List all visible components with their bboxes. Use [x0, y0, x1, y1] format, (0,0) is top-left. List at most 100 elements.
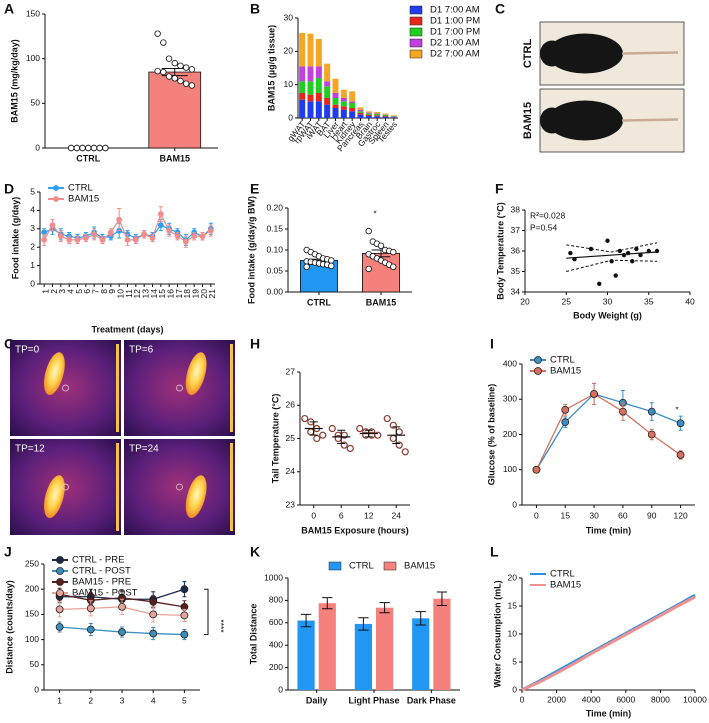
- y-axis-label: Water Consumption (mL): [492, 580, 502, 687]
- image-label: TP=24: [129, 444, 159, 455]
- y-tick-label: 0.20: [266, 202, 283, 212]
- data-point: [154, 67, 161, 75]
- series-line: [535, 393, 681, 471]
- y-tick-label: 5: [30, 186, 35, 196]
- legend-marker: [534, 367, 542, 375]
- legend-swatch: [409, 5, 423, 15]
- legend-swatch: [328, 561, 342, 571]
- mouse-tail: [621, 118, 679, 122]
- image-label: TP=12: [15, 444, 45, 455]
- mouse-heat: [44, 475, 65, 518]
- legend-marker: [53, 185, 59, 191]
- y-tick-label: 34: [511, 286, 521, 296]
- marker: [180, 630, 189, 639]
- legend-swatch: [409, 27, 423, 37]
- bar-segment: [307, 94, 314, 102]
- y-tick-label: 1000: [264, 572, 283, 582]
- data-point: [328, 424, 336, 433]
- x-tick-label: 4: [65, 289, 75, 294]
- marker: [676, 451, 685, 459]
- x-tick-label: 0: [520, 694, 525, 704]
- marker: [41, 236, 48, 243]
- legend-marker: [56, 567, 64, 575]
- data-point: [572, 257, 577, 262]
- panel-letter: D: [4, 181, 14, 197]
- x-tick-label: 21: [207, 289, 217, 299]
- marker: [532, 465, 541, 474]
- x-tick-label: 15: [157, 289, 167, 299]
- bar-segment: [357, 114, 364, 118]
- marker: [55, 623, 64, 631]
- bar-segment: [324, 104, 331, 118]
- data-point: [365, 227, 372, 235]
- marker: [82, 235, 89, 241]
- x-tick-label: 120: [673, 510, 687, 520]
- data-point: [383, 414, 391, 423]
- marker: [561, 405, 570, 414]
- marker: [86, 625, 95, 634]
- y-tick-label: 100: [25, 634, 39, 644]
- data-point: [328, 262, 335, 270]
- y-tick-label: 36: [511, 245, 521, 255]
- y-tick-label: 50: [30, 659, 40, 669]
- legend-label: BAM15: [404, 561, 435, 572]
- data-point: [188, 66, 196, 73]
- y-axis-label: Food intake (g/day/g BW): [246, 196, 256, 304]
- bar-segment: [390, 115, 397, 116]
- bar-segment: [324, 86, 331, 98]
- data-point: [160, 39, 167, 46]
- bar-segment: [315, 101, 322, 118]
- bar-segment: [332, 78, 339, 93]
- fit-line: [566, 251, 658, 259]
- bar-segment: [332, 98, 339, 105]
- x-tick-label: 35: [644, 296, 654, 306]
- marker: [55, 605, 64, 614]
- x-tick-label: 2: [49, 289, 59, 294]
- x-tick-label: 1: [57, 695, 62, 705]
- bar-segment: [349, 91, 356, 102]
- marker: [191, 233, 198, 240]
- y-tick-label: 150: [26, 8, 40, 18]
- y-tick-label: 0: [512, 499, 517, 509]
- bar-segment: [382, 116, 389, 117]
- y-tick-label: 1: [30, 260, 35, 270]
- y-tick-label: 2: [30, 241, 35, 251]
- y-tick-label: 50: [31, 98, 41, 108]
- marker: [676, 419, 685, 428]
- x-tick-label: 1: [40, 289, 50, 294]
- marker: [124, 236, 131, 243]
- x-tick-label: 7: [90, 289, 100, 294]
- data-point: [102, 144, 109, 152]
- y-tick-label: 400: [269, 639, 283, 649]
- bar-segment: [382, 115, 389, 116]
- legend-label: BAM15: [550, 366, 581, 377]
- bar-segment: [390, 117, 397, 118]
- legend-label: D2 7:00 AM: [430, 49, 480, 60]
- marker: [141, 231, 148, 238]
- data-point: [646, 248, 651, 254]
- x-axis-label: BAM15 Exposure (hours): [301, 525, 409, 535]
- error-bar: [436, 591, 448, 606]
- data-point: [313, 434, 321, 443]
- x-tick-label: 18: [182, 289, 192, 299]
- x-tick-label: 40: [685, 296, 695, 306]
- error-bar: [379, 602, 390, 614]
- x-tick-label: 12: [132, 289, 142, 299]
- y-tick-label: 23: [286, 499, 296, 509]
- bar-segment: [299, 33, 306, 67]
- data-point: [182, 64, 190, 71]
- legend-marker: [56, 589, 64, 597]
- thermal-image: [10, 340, 121, 436]
- y-tick-label: 25: [286, 433, 296, 443]
- y-tick-label: 200: [269, 662, 283, 672]
- x-tick-label: 3: [120, 695, 125, 705]
- data-point: [319, 431, 327, 439]
- y-tick-label: 4: [30, 205, 35, 215]
- data-point: [609, 259, 614, 264]
- error-bar: [309, 421, 318, 436]
- photo-label: BAM15: [522, 102, 534, 139]
- thermal-image: [124, 340, 235, 436]
- error-bar: [300, 613, 312, 628]
- mouse-head: [540, 107, 564, 134]
- legend-label: CTRL: [550, 569, 575, 580]
